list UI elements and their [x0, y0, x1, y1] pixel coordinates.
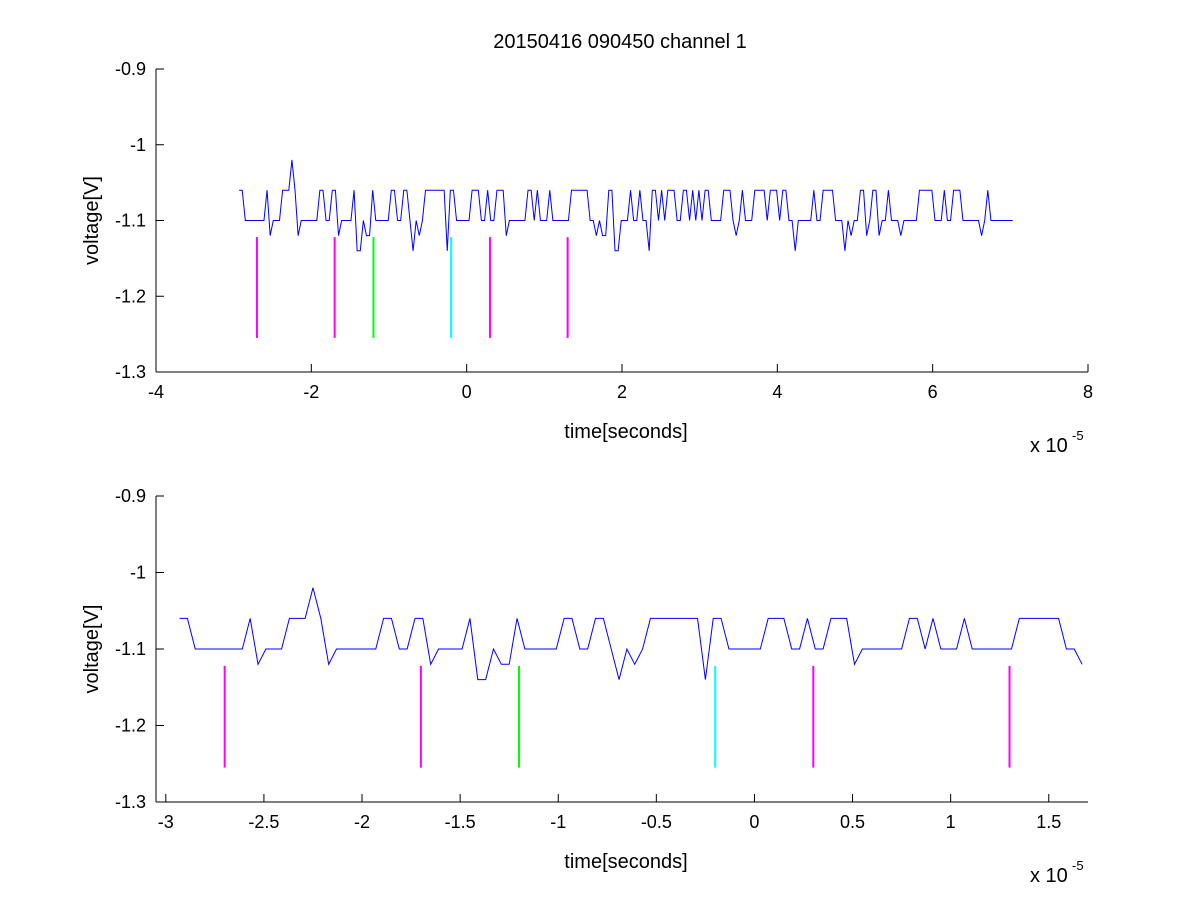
x-tick-label: -4 [148, 382, 164, 402]
x-tick-label: 1 [946, 812, 956, 832]
y-tick-label: -1.1 [115, 211, 146, 231]
x-tick-label: -1.5 [445, 812, 476, 832]
x-tick-label: -2 [354, 812, 370, 832]
x-exponent-power: -5 [1072, 858, 1084, 873]
signal-line [179, 587, 1083, 681]
x-tick-label: 2 [617, 382, 627, 402]
y-tick-label: -1.2 [115, 716, 146, 736]
y-tick-label: -0.9 [115, 59, 146, 79]
x-axis-label: time[seconds] [564, 421, 687, 443]
x-tick-label: 0 [462, 382, 472, 402]
x-exponent-power: -5 [1072, 428, 1084, 443]
x-tick-label: 6 [928, 382, 938, 402]
x-tick-label: -1 [550, 812, 566, 832]
x-tick-label: -2 [303, 382, 319, 402]
x-tick-label: -0.5 [641, 812, 672, 832]
signal-line [239, 159, 1013, 252]
top-plot: -4 -2 0 2 4 6 8 -0.9 -1 -1.1 -1.2 -1.3 time[seconds]… [81, 59, 1093, 457]
x-tick-label: 8 [1083, 382, 1093, 402]
x-axis-label: time[seconds] [564, 851, 687, 873]
y-tick-label: -1.1 [115, 639, 146, 659]
chart-title: 20150416 090450 channel 1 [493, 31, 747, 53]
x-tick-label: 0 [749, 812, 759, 832]
x-tick-label: -2.5 [248, 812, 279, 832]
x-tick-label: 4 [772, 382, 782, 402]
y-tick-label: -1 [130, 563, 146, 583]
y-tick-label: -1 [130, 135, 146, 155]
x-tick-label: 1.5 [1036, 812, 1061, 832]
y-tick-label: -0.9 [115, 486, 146, 506]
x-exponent-label: x 10 [1030, 865, 1068, 887]
x-exponent-label: x 10 [1030, 435, 1068, 457]
x-tick-label: 0.5 [840, 812, 865, 832]
y-tick-label: -1.3 [115, 792, 146, 812]
y-axis-label: voltage[V] [81, 605, 103, 694]
bottom-plot: -3 -2.5 -2 -1.5 -1 -0.5 0 0.5 1 1.5 -0.9 -1 -1.1 -1.2… [81, 486, 1088, 887]
x-tick-label: -3 [158, 812, 174, 832]
y-tick-label: -1.2 [115, 286, 146, 306]
y-axis-label: voltage[V] [81, 176, 103, 265]
y-tick-label: -1.3 [115, 362, 146, 382]
